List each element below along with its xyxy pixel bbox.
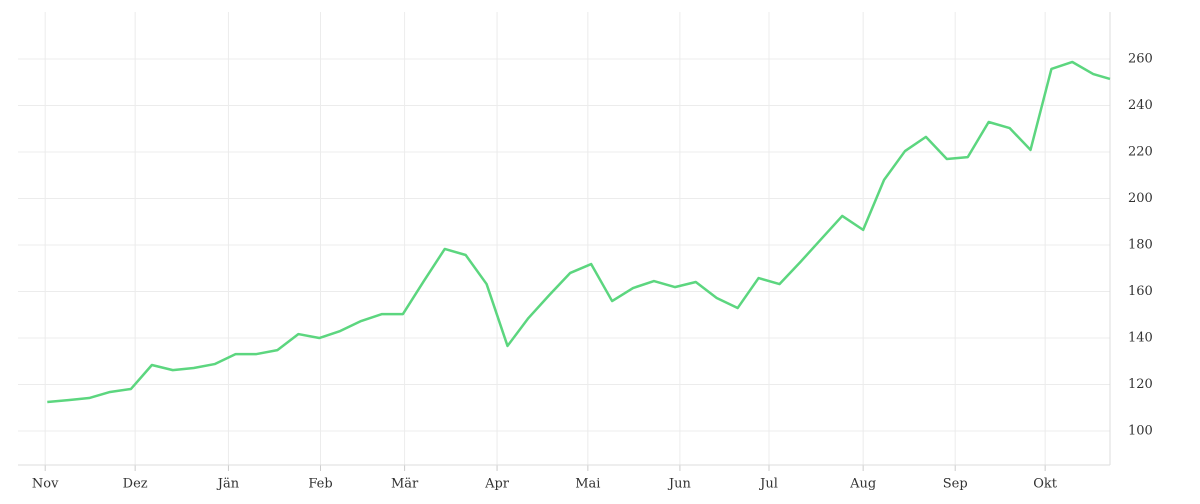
y-tick-label: 260 (1128, 51, 1153, 66)
y-tick-label: 120 (1128, 377, 1153, 392)
x-tick-label: Mai (575, 477, 600, 492)
x-tick-label: Okt (1033, 477, 1058, 492)
y-tick-label: 220 (1128, 144, 1153, 159)
y-tick-label: 100 (1128, 424, 1153, 439)
y-tick-label: 200 (1128, 191, 1153, 206)
x-tick-label: Sep (943, 477, 968, 492)
x-tick-label: Jän (216, 477, 240, 492)
line (47, 60, 1111, 404)
x-tick-label: Jun (667, 477, 692, 492)
x-tick-label: Feb (308, 477, 332, 492)
y-tick-label: 160 (1128, 284, 1153, 299)
x-tick-label: Apr (484, 477, 510, 492)
x-tick-label: Aug (849, 477, 876, 492)
x-tick-label: Nov (32, 477, 59, 492)
x-tick-label: Jul (758, 477, 778, 492)
x-tick-label: Mär (391, 477, 419, 492)
x-tick-label: Dez (123, 477, 148, 492)
y-tick-label: 140 (1128, 331, 1153, 346)
y-tick-label: 180 (1128, 238, 1153, 253)
y-tick-label: 240 (1128, 98, 1153, 113)
